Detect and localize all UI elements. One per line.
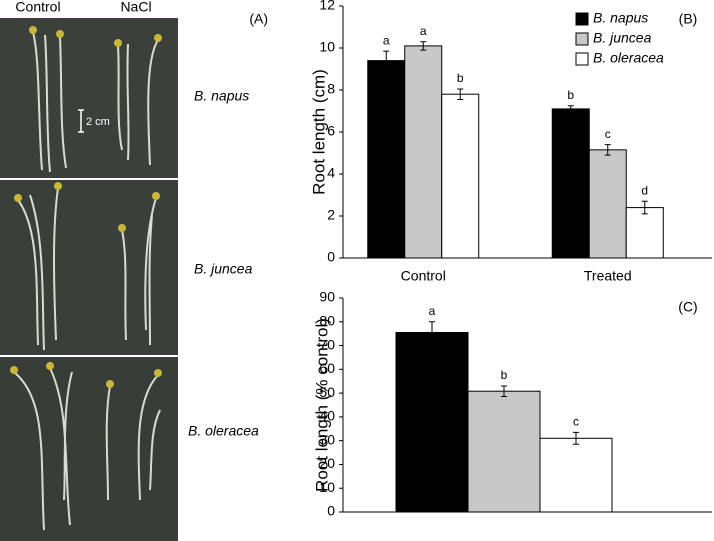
significance-letter: c (605, 127, 611, 141)
significance-letter: b (457, 71, 464, 85)
significance-letter: a (383, 33, 390, 47)
panel-label: (B) (679, 11, 698, 27)
y-tick-label: 8 (327, 81, 335, 97)
photo-panel: 2 cm Control NaCl (A) B. napus B. juncea… (0, 0, 268, 541)
error-bar (383, 50, 390, 71)
significance-letter: a (429, 304, 436, 318)
y-tick-label: 50 (319, 384, 335, 400)
error-bar (641, 200, 648, 215)
significance-letter: b (501, 368, 508, 382)
y-tick-label: 10 (319, 39, 335, 55)
bar (539, 437, 613, 513)
bar (625, 207, 664, 259)
error-bar (501, 385, 507, 397)
y-tick-label: 30 (319, 431, 335, 447)
significance-letter: d (641, 183, 648, 197)
seedlings (32, 31, 159, 173)
scale-label: 2 cm (86, 116, 110, 128)
panel-label: (A) (249, 11, 268, 27)
y-tick-label: 4 (327, 165, 335, 181)
y-tick-label: 6 (327, 123, 335, 139)
column-label: Control (15, 0, 60, 15)
y-tick-label: 12 (319, 0, 335, 13)
y-tick-label: 0 (327, 503, 335, 519)
bar (551, 108, 590, 259)
y-axis-label: Root length (% control) (312, 318, 331, 492)
error-bar (457, 88, 464, 100)
bar (588, 149, 627, 259)
y-tick-label: 80 (319, 312, 335, 328)
y-tick-label: 60 (319, 360, 335, 376)
row-label: B. juncea (194, 261, 253, 277)
y-axis-label: Root length (cm) (309, 69, 328, 195)
error-bar (420, 41, 427, 51)
panel-label: (C) (678, 299, 697, 315)
legend-swatch (575, 32, 589, 46)
photo (0, 18, 178, 178)
error-bar (429, 321, 435, 344)
error-bar (567, 105, 574, 113)
significance-letter: c (573, 415, 579, 429)
error-bar (573, 431, 579, 445)
row-label: B. oleracea (188, 423, 259, 439)
bar (467, 390, 541, 513)
x-tick-label: Control (401, 268, 446, 284)
significance-letter: b (567, 88, 574, 102)
legend-swatch (575, 52, 589, 66)
bar (441, 93, 480, 259)
y-tick-label: 40 (319, 408, 335, 424)
y-tick-label: 2 (327, 207, 335, 223)
bar (367, 60, 406, 259)
y-tick-label: 10 (319, 479, 335, 495)
y-tick-label: 20 (319, 455, 335, 471)
legend-label: B. napus (593, 10, 648, 26)
legend-swatch (575, 12, 589, 26)
y-tick-label: 0 (327, 249, 335, 265)
photo (0, 180, 178, 355)
y-tick-label: 90 (319, 289, 335, 305)
row-label: B. napus (194, 88, 249, 104)
column-label: NaCl (120, 0, 151, 15)
seedlings (13, 367, 161, 531)
significance-letter: a (420, 24, 427, 38)
bar (395, 331, 469, 513)
bar (404, 45, 443, 259)
scale-bar (78, 109, 84, 133)
x-tick-label: Treated (584, 268, 632, 284)
legend-label: B. juncea (593, 30, 652, 46)
legend-label: B. oleracea (593, 50, 664, 66)
seedlings (17, 187, 157, 351)
photo (0, 357, 178, 541)
y-tick-label: 70 (319, 336, 335, 352)
error-bar (604, 144, 611, 156)
